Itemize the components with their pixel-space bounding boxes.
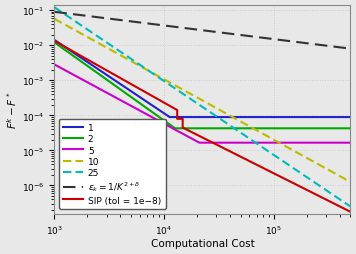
- 2: [183, 127, 187, 130]
- 10: [348, 181, 352, 184]
- 5: [83, 80, 87, 83]
- 1: [172, 116, 177, 119]
- 5: [172, 128, 176, 131]
- 2: [289, 127, 293, 130]
- SIP (tol = 1e-8): [182, 127, 186, 130]
- 5: [348, 141, 352, 145]
- SIP (tol = 1e-8): [52, 40, 57, 43]
- 5: [183, 134, 187, 137]
- SIP (tol = 1e-8): [263, 168, 267, 171]
- $\varepsilon_k = 1/K^{2+\delta}$: [172, 26, 176, 29]
- 2: [173, 127, 177, 130]
- Line: $\varepsilon_k = 1/K^{2+\delta}$: $\varepsilon_k = 1/K^{2+\delta}$: [54, 13, 350, 50]
- $\varepsilon_k = 1/K^{2+\delta}$: [283, 40, 287, 43]
- SIP (tol = 1e-8): [187, 130, 192, 133]
- 25: [283, 162, 287, 165]
- 10: [283, 145, 287, 148]
- 25: [288, 165, 293, 168]
- Legend: 1, 2, 5, 10, 25, $\varepsilon_k = 1/K^{2+\delta}$, SIP (tol = 1e−8): 1, 2, 5, 10, 25, $\varepsilon_k = 1/K^{2…: [59, 119, 166, 209]
- Line: 1: 1: [54, 41, 350, 118]
- $\varepsilon_k = 1/K^{2+\delta}$: [348, 48, 352, 51]
- 25: [83, 27, 87, 30]
- 1: [168, 116, 172, 119]
- 25: [256, 143, 260, 146]
- 25: [52, 7, 57, 10]
- 10: [83, 35, 87, 38]
- $\varepsilon_k = 1/K^{2+\delta}$: [83, 15, 87, 18]
- 5: [283, 141, 288, 145]
- Line: SIP (tol = 1e-8): SIP (tol = 1e-8): [54, 42, 350, 212]
- Line: 5: 5: [54, 65, 350, 143]
- Y-axis label: $F^k - F^*$: $F^k - F^*$: [6, 91, 19, 129]
- 1: [183, 116, 187, 119]
- $\varepsilon_k = 1/K^{2+\delta}$: [183, 27, 187, 30]
- 25: [348, 205, 352, 208]
- 2: [283, 127, 288, 130]
- 10: [172, 84, 176, 87]
- 2: [256, 127, 260, 130]
- 10: [52, 18, 57, 21]
- 2: [348, 127, 352, 130]
- 5: [289, 141, 293, 145]
- SIP (tol = 1e-8): [348, 210, 352, 213]
- $\varepsilon_k = 1/K^{2+\delta}$: [52, 11, 57, 14]
- 10: [256, 130, 260, 133]
- 1: [289, 116, 293, 119]
- Line: 10: 10: [54, 20, 350, 182]
- 1: [348, 116, 352, 119]
- 1: [283, 116, 288, 119]
- 1: [83, 59, 87, 62]
- Line: 25: 25: [54, 8, 350, 207]
- 5: [256, 141, 260, 145]
- 1: [256, 116, 260, 119]
- 25: [183, 94, 187, 97]
- $\varepsilon_k = 1/K^{2+\delta}$: [256, 36, 260, 39]
- SIP (tol = 1e-8): [273, 173, 277, 176]
- 5: [197, 141, 201, 145]
- 5: [52, 64, 57, 67]
- X-axis label: Computational Cost: Computational Cost: [151, 239, 254, 248]
- 1: [52, 39, 57, 42]
- SIP (tol = 1e-8): [56, 43, 61, 46]
- 2: [172, 127, 176, 130]
- 2: [52, 42, 57, 45]
- 10: [183, 90, 187, 93]
- $\varepsilon_k = 1/K^{2+\delta}$: [288, 41, 293, 44]
- 10: [288, 148, 293, 151]
- 25: [172, 87, 176, 90]
- SIP (tol = 1e-8): [235, 154, 239, 157]
- 2: [83, 63, 87, 66]
- Line: 2: 2: [54, 43, 350, 129]
